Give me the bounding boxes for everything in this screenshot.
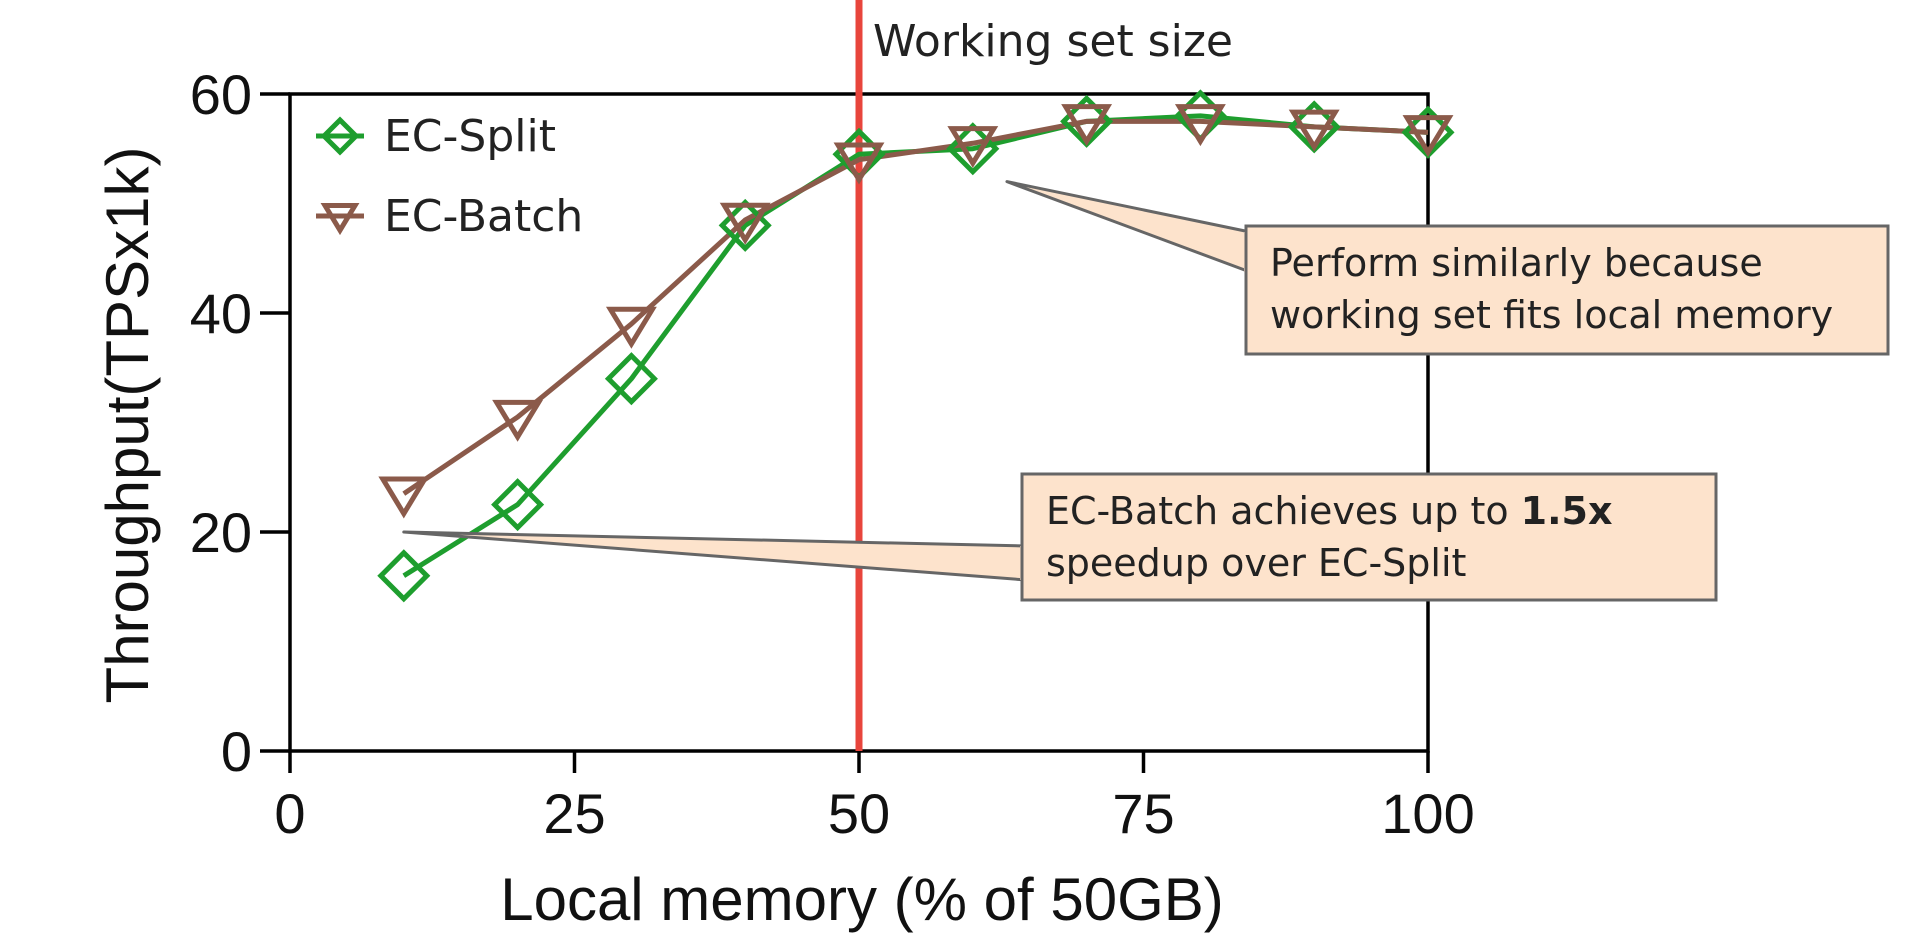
x-tick-label: 0 bbox=[274, 782, 305, 845]
legend-marker bbox=[320, 203, 360, 236]
x-tick-label: 75 bbox=[1112, 782, 1174, 845]
data-point-ec-batch bbox=[1061, 104, 1113, 147]
callout-text: EC-Batch achieves up to 1.5x bbox=[1046, 489, 1613, 533]
y-axis-label: Throughput(TPSx1k) bbox=[94, 147, 161, 704]
data-point-ec-batch bbox=[1174, 104, 1226, 147]
x-axis-label: Local memory (% of 50GB) bbox=[500, 866, 1224, 933]
data-point-ec-split bbox=[377, 549, 431, 603]
y-tick-label: 0 bbox=[221, 720, 252, 783]
data-point-ec-split bbox=[491, 478, 545, 532]
series-group bbox=[377, 89, 1455, 603]
reference-line-group: Working set size bbox=[855, 0, 1233, 751]
legend-marker bbox=[320, 116, 360, 156]
series-line-ec-batch bbox=[402, 118, 1429, 496]
legend: EC-Split EC-Batch bbox=[316, 111, 583, 242]
y-tick-label: 60 bbox=[190, 63, 252, 126]
callout-text: Perform similarly because bbox=[1270, 241, 1763, 285]
annotations: Perform similarly because working set fit… bbox=[402, 180, 1890, 602]
data-point-ec-batch bbox=[947, 126, 999, 169]
legend-label: EC-Batch bbox=[384, 191, 583, 242]
y-tick-label: 20 bbox=[190, 501, 252, 564]
callout-text: speedup over EC-Split bbox=[1046, 541, 1466, 585]
data-point-ec-batch bbox=[719, 202, 771, 245]
callout-box bbox=[1244, 224, 1890, 356]
callout-pointer bbox=[1005, 180, 1252, 274]
data-point-ec-batch bbox=[833, 142, 885, 185]
data-point-ec-split bbox=[604, 352, 658, 406]
callout-pointer bbox=[402, 530, 1028, 582]
x-tick-label: 25 bbox=[543, 782, 605, 845]
y-tick-label: 40 bbox=[190, 282, 252, 345]
axis-ticks: 0 25 50 75 100 0 20 40 60 bbox=[190, 63, 1475, 845]
x-tick-label: 50 bbox=[828, 782, 890, 845]
data-point-ec-batch bbox=[1402, 115, 1454, 158]
data-point-ec-batch bbox=[605, 306, 657, 349]
x-tick-label: 100 bbox=[1381, 782, 1474, 845]
data-point-ec-batch bbox=[378, 476, 430, 519]
data-point-ec-batch bbox=[492, 399, 544, 442]
working-set-label: Working set size bbox=[873, 16, 1233, 67]
legend-label: EC-Split bbox=[384, 111, 556, 162]
data-point-ec-batch bbox=[1288, 109, 1340, 152]
callout-bold-text: 1.5x bbox=[1521, 489, 1613, 533]
callout-text: working set fits local memory bbox=[1270, 293, 1833, 337]
